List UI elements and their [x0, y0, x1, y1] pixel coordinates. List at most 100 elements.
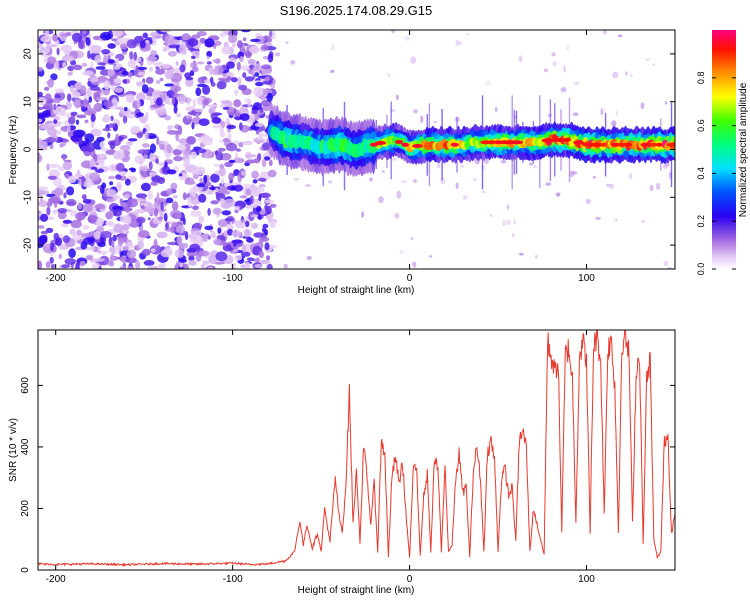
heatmap-cell: [250, 38, 261, 43]
heatmap-cell: [519, 252, 524, 256]
heatmap-cell: [136, 92, 146, 102]
heatmap-cell: [47, 56, 57, 65]
heatmap-cell: [88, 96, 93, 103]
heatmap-cell: [136, 132, 143, 139]
heatmap-cell: [155, 97, 163, 106]
heatmap-cell: [283, 263, 288, 269]
heatmap-cell: [166, 169, 177, 175]
heatmap-cell: [505, 219, 511, 226]
spectrogram-y-ticks: -20 -10 0 10 20: [23, 48, 675, 252]
heatmap-cell: [624, 142, 633, 147]
heatmap-cell: [257, 177, 267, 182]
heatmap-cell: [206, 56, 210, 60]
heatmap-cell: [220, 100, 232, 104]
heatmap-cell: [207, 207, 211, 216]
heatmap-cell: [264, 204, 268, 211]
heatmap-cell: [97, 241, 106, 248]
heatmap-cell: [136, 208, 143, 213]
heatmap-cell: [573, 81, 580, 86]
heatmap-cell: [135, 260, 141, 269]
heatmap-cell: [239, 122, 243, 131]
heatmap-cell: [197, 76, 207, 84]
heatmap-cell: [106, 189, 117, 198]
heatmap-cell: [462, 194, 468, 200]
heatmap-cell: [305, 184, 312, 188]
heatmap-cell: [262, 55, 269, 60]
heatmap-cell: [165, 197, 174, 204]
heatmap-cell: [207, 191, 214, 195]
heatmap-cell: [563, 65, 566, 73]
heatmap-cell: [204, 225, 214, 231]
heatmap-cell: [81, 194, 87, 200]
heatmap-cell: [662, 164, 668, 170]
heatmap-cell: [108, 246, 120, 255]
heatmap-cell: [253, 86, 264, 97]
heatmap-cell: [153, 238, 158, 249]
colorbar: 0.0 0.2 0.4 0.6 0.8 Normalized spectral ampl…: [696, 30, 749, 275]
heatmap-cell: [592, 175, 597, 179]
heatmap-cell: [215, 185, 228, 194]
heatmap-cell: [173, 156, 184, 162]
heatmap-cell: [244, 220, 250, 228]
heatmap-cell: [126, 249, 137, 259]
heatmap-cell: [38, 260, 43, 269]
heatmap-cell: [210, 200, 219, 205]
heatmap-cell: [645, 58, 651, 61]
heatmap-cell: [387, 73, 391, 77]
heatmap-cell: [38, 112, 49, 118]
heatmap-cell: [111, 85, 115, 92]
heatmap-cell: [648, 142, 658, 147]
heatmap-cell: [246, 257, 254, 262]
heatmap-cell: [262, 133, 270, 137]
heatmap-cell: [122, 51, 127, 55]
heatmap-cell: [208, 266, 213, 269]
heatmap-cell: [240, 219, 247, 223]
heatmap-cell: [178, 44, 187, 55]
heatmap-cell: [198, 215, 205, 223]
heatmap-cell: [172, 195, 178, 199]
heatmap-cell: [560, 86, 567, 93]
heatmap-cell: [233, 157, 243, 164]
x-tick-label: 0: [407, 273, 413, 284]
heatmap-cell: [39, 234, 48, 245]
heatmap-cell: [240, 251, 251, 257]
heatmap-cell: [226, 124, 236, 130]
heatmap-cell: [401, 142, 410, 147]
heatmap-cell: [82, 70, 94, 76]
heatmap-cell: [78, 138, 83, 145]
heatmap-cell: [202, 139, 213, 146]
heatmap-cell: [50, 242, 54, 252]
heatmap-cell: [157, 263, 165, 269]
heatmap-cell: [198, 250, 210, 257]
heatmap-cell: [183, 158, 191, 166]
heatmap-cell: [99, 141, 105, 149]
heatmap-cell: [121, 70, 129, 76]
heatmap-cell: [96, 136, 105, 142]
x-tick-label: -200: [46, 574, 66, 585]
heatmap-cell: [139, 40, 146, 49]
heatmap-cell: [112, 205, 123, 211]
heatmap-cell: [74, 98, 81, 109]
heatmap-cell: [125, 257, 137, 264]
heatmap-cell: [551, 52, 556, 57]
heatmap-cell: [261, 158, 267, 168]
heatmap-cell: [84, 119, 89, 124]
heatmap-cell: [222, 242, 228, 247]
heatmap-cell: [166, 130, 178, 135]
heatmap-cell: [258, 239, 264, 248]
heatmap-cell: [220, 177, 225, 186]
heatmap-cell: [177, 125, 183, 135]
heatmap-cell: [174, 212, 182, 219]
heatmap-cell: [113, 208, 122, 217]
heatmap-cell: [150, 97, 155, 106]
heatmap-cell: [219, 163, 225, 170]
heatmap-cell: [190, 210, 202, 217]
heatmap-cell: [102, 116, 112, 123]
heatmap-cell: [239, 56, 244, 63]
heatmap-cell: [482, 190, 485, 194]
heatmap-cell: [150, 50, 158, 57]
heatmap-cell: [211, 117, 222, 124]
heatmap-cell: [252, 258, 256, 262]
heatmap-cell: [191, 55, 196, 60]
